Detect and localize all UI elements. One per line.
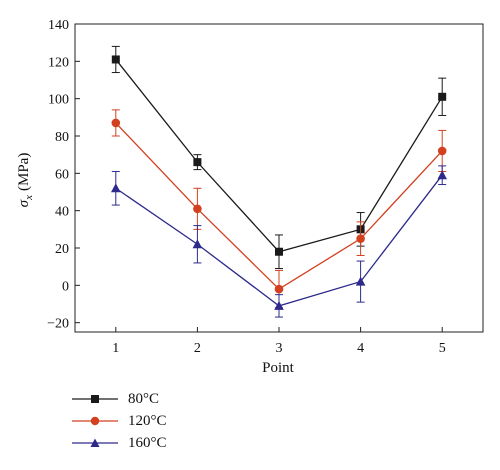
chart: −20 0 20 40 60 80 100 120 140 1 2 3 4 5 Point σx (MPa… [16, 18, 484, 376]
data-point [274, 300, 284, 310]
x-tick-label: 4 [357, 341, 364, 356]
x-axis-label: Point [262, 360, 295, 376]
series-line [115, 59, 443, 253]
data-point [355, 276, 366, 286]
data-point [111, 118, 121, 128]
data-point [275, 247, 283, 256]
data-point [192, 239, 203, 249]
y-tick-label: 140 [48, 18, 69, 33]
legend-swatch-80 [72, 395, 118, 403]
y-tick-label: 80 [55, 130, 69, 145]
y-tick-label: 120 [48, 55, 69, 70]
y-tick-label: 100 [48, 93, 69, 108]
legend: 80°C 120°C 160°C [72, 388, 167, 454]
x-axis: 1 2 3 4 5 [112, 327, 446, 356]
data-point [437, 146, 447, 156]
legend-label-80: 80°C [128, 390, 160, 407]
data-point [437, 170, 447, 180]
y-tick-label: 40 [55, 205, 69, 220]
series-1 [111, 109, 447, 309]
y-axis-subscript: x [23, 195, 35, 201]
data-point [193, 158, 202, 167]
y-tick-label: 0 [62, 279, 69, 294]
series-2 [111, 165, 447, 318]
x-tick-label: 5 [439, 341, 446, 356]
data-point [193, 204, 202, 214]
y-axis-unit: (MPa) [16, 153, 32, 191]
y-tick-label: 60 [55, 167, 69, 182]
y-tick-label: −20 [47, 317, 69, 332]
legend-swatch-120 [72, 416, 118, 426]
legend-label-120: 120°C [128, 412, 167, 429]
y-axis-symbol: σ [16, 199, 32, 207]
y-tick-label: 20 [55, 242, 69, 257]
legend-label-160: 160°C [128, 434, 167, 451]
data-point [274, 284, 284, 294]
y-axis-label: σx (MPa) [16, 153, 35, 208]
legend-swatch-160 [72, 438, 118, 447]
data-point [438, 92, 447, 101]
series-layer [111, 45, 447, 318]
data-point [111, 183, 121, 193]
x-tick-label: 1 [112, 341, 119, 356]
data-point [111, 55, 120, 64]
legend-item-120: 120°C [72, 410, 167, 432]
legend-item-160: 160°C [72, 432, 167, 454]
x-tick-label: 3 [276, 341, 283, 356]
y-axis: −20 0 20 40 60 80 100 120 140 [47, 18, 80, 332]
x-tick-label: 2 [194, 341, 201, 356]
data-point [356, 234, 365, 243]
legend-item-80: 80°C [72, 388, 167, 410]
